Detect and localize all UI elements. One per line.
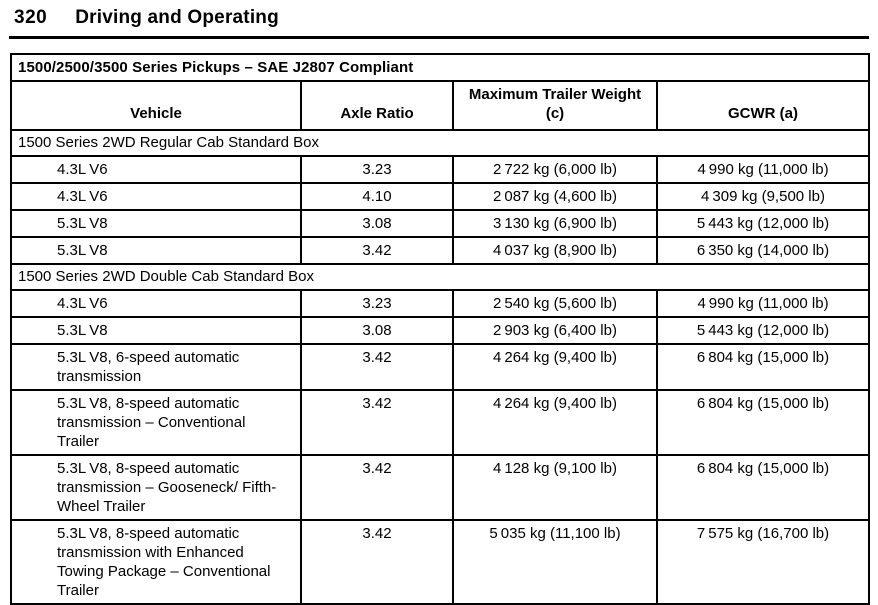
header-rule bbox=[9, 36, 869, 39]
table-row: 5.3L V8, 8-speed automatic transmission … bbox=[10, 519, 871, 605]
cell-max-trailer-weight: 2 722 kg (6,000 lb) bbox=[452, 155, 658, 184]
cell-max-trailer-weight: 2 903 kg (6,400 lb) bbox=[452, 316, 658, 345]
cell-axle-ratio: 3.42 bbox=[300, 454, 454, 521]
table-row: 5.3L V8, 8-speed automatic transmission … bbox=[10, 389, 871, 456]
cell-axle-ratio: 4.10 bbox=[300, 182, 454, 211]
cell-gcwr: 6 804 kg (15,000 lb) bbox=[655, 343, 871, 391]
table-row: 4.3L V6 4.10 2 087 kg (4,600 lb) 4 309 kg (… bbox=[10, 182, 871, 211]
table-row: 5.3L V8 3.08 3 130 kg (6,900 lb) 5 443 kg (… bbox=[10, 209, 871, 238]
cell-axle-ratio: 3.42 bbox=[300, 343, 454, 391]
table-row: 4.3L V6 3.23 2 722 kg (6,000 lb) 4 990 kg (… bbox=[10, 155, 871, 184]
cell-axle-ratio: 3.08 bbox=[300, 209, 454, 238]
table-row: 5.3L V8 3.08 2 903 kg (6,400 lb) 5 443 kg (… bbox=[10, 316, 871, 345]
cell-vehicle: 5.3L V8 bbox=[10, 316, 302, 345]
page-header: 320 Driving and Operating bbox=[0, 0, 878, 29]
cell-gcwr: 6 350 kg (14,000 lb) bbox=[655, 236, 871, 265]
table-row: 4.3L V6 3.23 2 540 kg (5,600 lb) 4 990 kg (… bbox=[10, 289, 871, 318]
section-label: 1500 Series 2WD Double Cab Standard Box bbox=[9, 263, 871, 291]
cell-vehicle: 5.3L V8, 8-speed automatic transmission … bbox=[10, 454, 302, 521]
cell-axle-ratio: 3.42 bbox=[300, 519, 454, 605]
cell-vehicle: 5.3L V8, 6-speed automatic transmission bbox=[10, 343, 302, 391]
cell-vehicle: 5.3L V8, 8-speed automatic transmission … bbox=[10, 389, 302, 456]
column-header-vehicle: Vehicle bbox=[10, 80, 302, 131]
cell-vehicle: 4.3L V6 bbox=[10, 289, 302, 318]
cell-max-trailer-weight: 5 035 kg (11,100 lb) bbox=[452, 519, 658, 605]
column-header-max-trailer-weight: Maximum Trailer Weight (c) bbox=[452, 80, 658, 131]
section-row: 1500 Series 2WD Regular Cab Standard Box bbox=[9, 129, 871, 157]
cell-axle-ratio: 3.42 bbox=[300, 236, 454, 265]
column-header-axle-ratio: Axle Ratio bbox=[300, 80, 454, 131]
table-row: 5.3L V8, 8-speed automatic transmission … bbox=[10, 454, 871, 521]
cell-max-trailer-weight: 4 037 kg (8,900 lb) bbox=[452, 236, 658, 265]
table-row: 5.3L V8 3.42 4 037 kg (8,900 lb) 6 350 kg (… bbox=[10, 236, 871, 265]
table-row: 5.3L V8, 6-speed automatic transmission 3… bbox=[10, 343, 871, 391]
cell-gcwr: 4 309 kg (9,500 lb) bbox=[655, 182, 871, 211]
cell-max-trailer-weight: 4 264 kg (9,400 lb) bbox=[452, 389, 658, 456]
cell-vehicle: 4.3L V6 bbox=[10, 182, 302, 211]
cell-gcwr: 4 990 kg (11,000 lb) bbox=[655, 155, 871, 184]
cell-vehicle: 4.3L V6 bbox=[10, 155, 302, 184]
cell-max-trailer-weight: 2 540 kg (5,600 lb) bbox=[452, 289, 658, 318]
table-title-row: 1500/2500/3500 Series Pickups – SAE J280… bbox=[9, 53, 871, 82]
cell-gcwr: 4 990 kg (11,000 lb) bbox=[655, 289, 871, 318]
cell-axle-ratio: 3.42 bbox=[300, 389, 454, 456]
column-header-row: Vehicle Axle Ratio Maximum Trailer Weigh… bbox=[10, 80, 871, 131]
cell-gcwr: 5 443 kg (12,000 lb) bbox=[655, 316, 871, 345]
table-title: 1500/2500/3500 Series Pickups – SAE J280… bbox=[9, 53, 871, 82]
cell-vehicle: 5.3L V8 bbox=[10, 209, 302, 238]
cell-axle-ratio: 3.08 bbox=[300, 316, 454, 345]
section-row: 1500 Series 2WD Double Cab Standard Box bbox=[9, 263, 871, 291]
page-title: Driving and Operating bbox=[75, 7, 279, 28]
page-number: 320 bbox=[14, 7, 48, 28]
cell-axle-ratio: 3.23 bbox=[300, 289, 454, 318]
cell-gcwr: 5 443 kg (12,000 lb) bbox=[655, 209, 871, 238]
section-label: 1500 Series 2WD Regular Cab Standard Box bbox=[9, 129, 871, 157]
cell-vehicle: 5.3L V8, 8-speed automatic transmission … bbox=[10, 519, 302, 605]
towing-capacity-table: 1500/2500/3500 Series Pickups – SAE J280… bbox=[9, 53, 871, 605]
cell-axle-ratio: 3.23 bbox=[300, 155, 454, 184]
cell-max-trailer-weight: 4 264 kg (9,400 lb) bbox=[452, 343, 658, 391]
cell-gcwr: 6 804 kg (15,000 lb) bbox=[655, 389, 871, 456]
table-body: 1500 Series 2WD Regular Cab Standard Box… bbox=[9, 129, 871, 605]
column-header-gcwr: GCWR (a) bbox=[655, 80, 871, 131]
cell-max-trailer-weight: 2 087 kg (4,600 lb) bbox=[452, 182, 658, 211]
cell-gcwr: 7 575 kg (16,700 lb) bbox=[655, 519, 871, 605]
cell-max-trailer-weight: 4 128 kg (9,100 lb) bbox=[452, 454, 658, 521]
cell-vehicle: 5.3L V8 bbox=[10, 236, 302, 265]
cell-gcwr: 6 804 kg (15,000 lb) bbox=[655, 454, 871, 521]
cell-max-trailer-weight: 3 130 kg (6,900 lb) bbox=[452, 209, 658, 238]
